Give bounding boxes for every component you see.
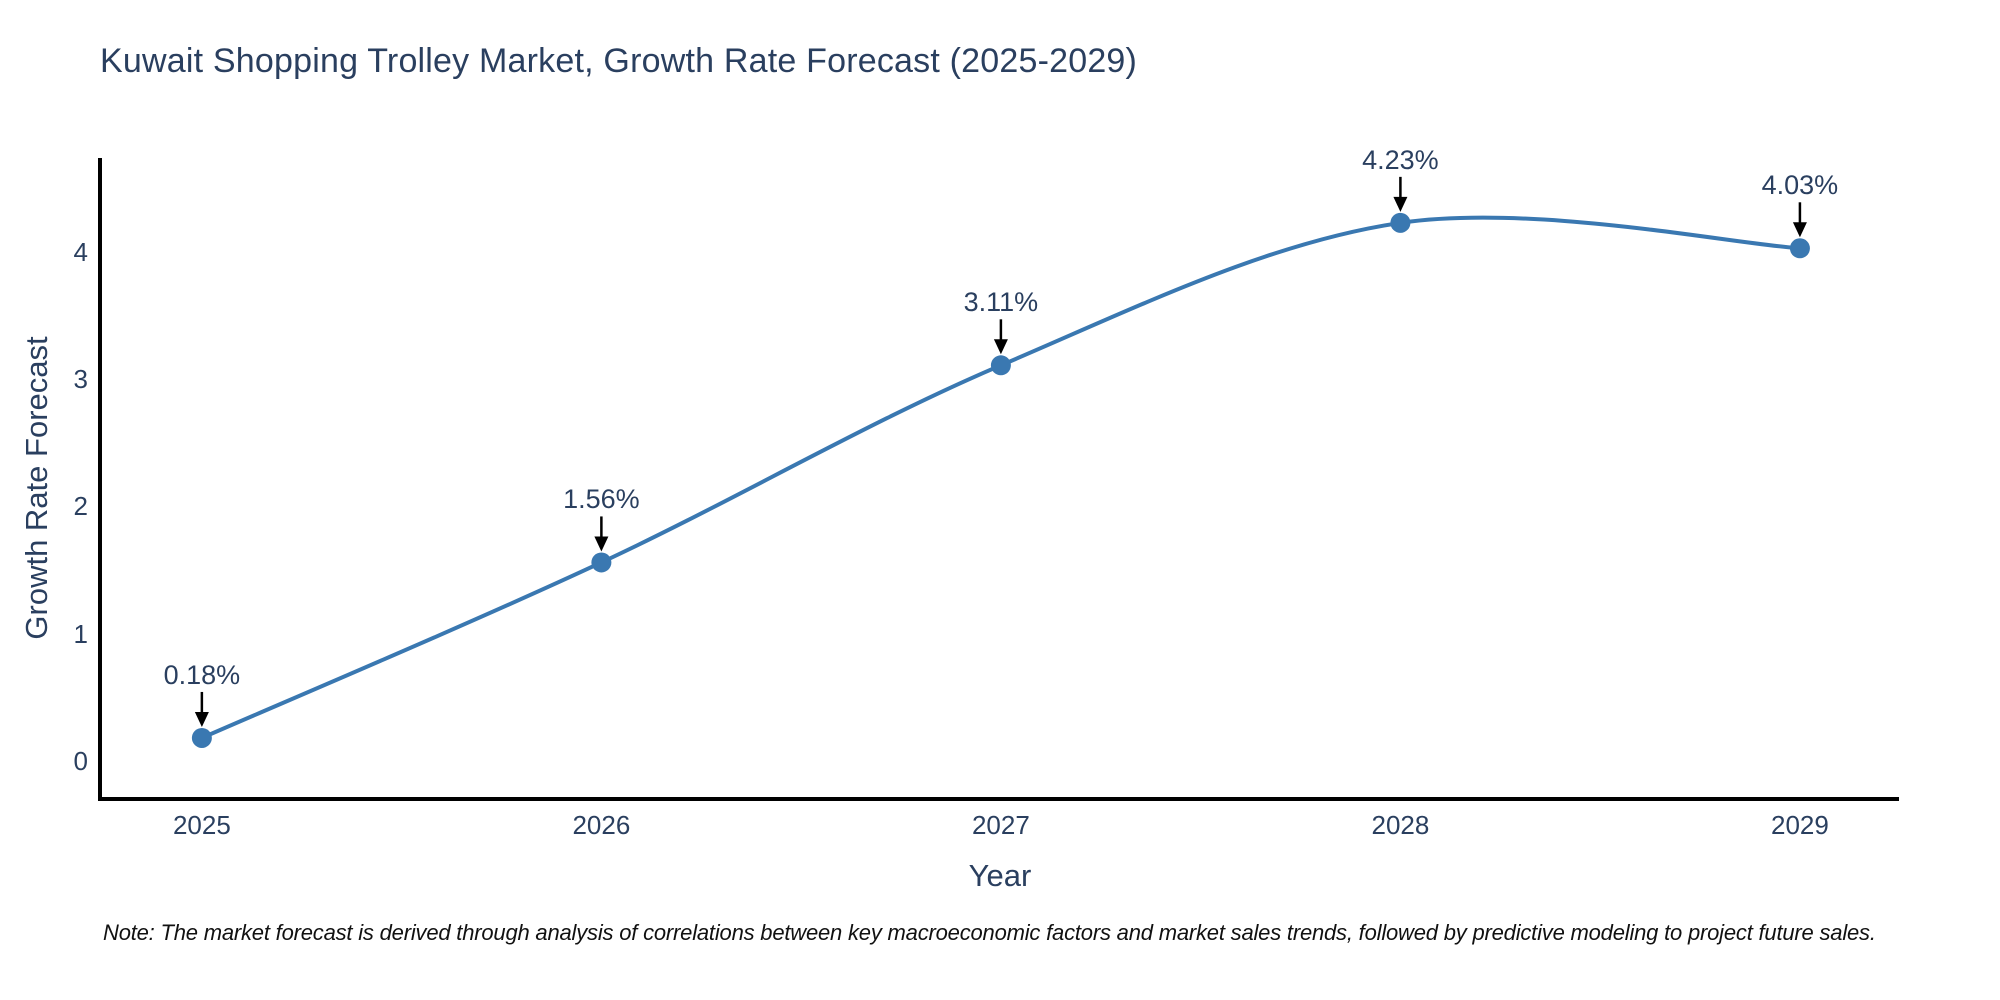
y-axis-title: Growth Rate Forecast <box>19 336 54 640</box>
x-axis-tick-label: 2027 <box>971 810 1030 840</box>
y-axis-tick-label: 4 <box>73 237 88 268</box>
x-axis-tick-label: 2029 <box>1770 810 1829 840</box>
x-axis-tick-label: 2028 <box>1371 810 1430 840</box>
y-axis-tick-label: 2 <box>73 491 88 522</box>
data-point-marker[interactable] <box>591 552 612 573</box>
y-axis-tick-label: 1 <box>73 618 88 649</box>
data-point-annotation: 3.11% <box>963 287 1039 318</box>
data-point-annotation: 4.23% <box>1362 144 1439 175</box>
annotation-arrowhead-icon <box>1393 196 1408 212</box>
chart-title: Kuwait Shopping Trolley Market, Growth R… <box>100 42 1138 80</box>
data-point-annotation: 1.56% <box>563 484 640 515</box>
data-point-annotation: 4.03% <box>1761 170 1839 201</box>
data-point-marker[interactable] <box>191 727 212 748</box>
x-axis-tick-label: 2025 <box>172 810 231 840</box>
footnote-text: Note: The market forecast is derived thr… <box>103 920 1876 945</box>
data-point-marker[interactable] <box>990 355 1011 376</box>
annotation-arrowhead-icon <box>194 711 209 727</box>
data-point-marker[interactable] <box>1390 212 1411 233</box>
y-axis-tick-label: 3 <box>73 364 88 395</box>
annotation-arrowhead-icon <box>993 339 1008 355</box>
y-axis-tick-label: 0 <box>73 745 88 776</box>
x-axis-title: Year <box>968 858 1032 893</box>
annotation-arrowhead-icon <box>594 536 609 552</box>
x-axis-tick-label: 2026 <box>572 810 631 840</box>
annotation-arrowhead-icon <box>1792 222 1807 238</box>
data-point-annotation: 0.18% <box>163 659 241 690</box>
data-point-marker[interactable] <box>1789 238 1810 259</box>
